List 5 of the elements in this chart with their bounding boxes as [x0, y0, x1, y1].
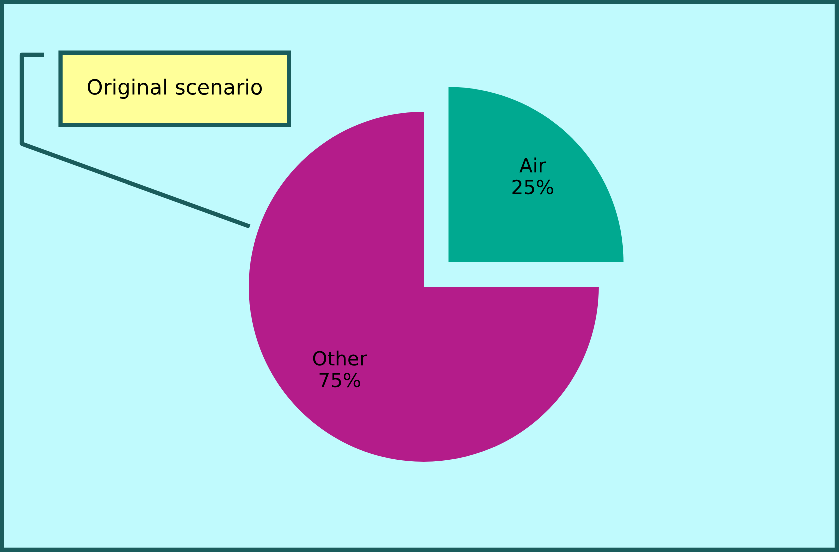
slice-label: Other [313, 350, 368, 366]
chart-title: Original scenario [88, 78, 262, 100]
slice-label: Air [520, 158, 546, 173]
data-label: 25% [512, 180, 554, 195]
data-label: 75% [320, 372, 360, 388]
